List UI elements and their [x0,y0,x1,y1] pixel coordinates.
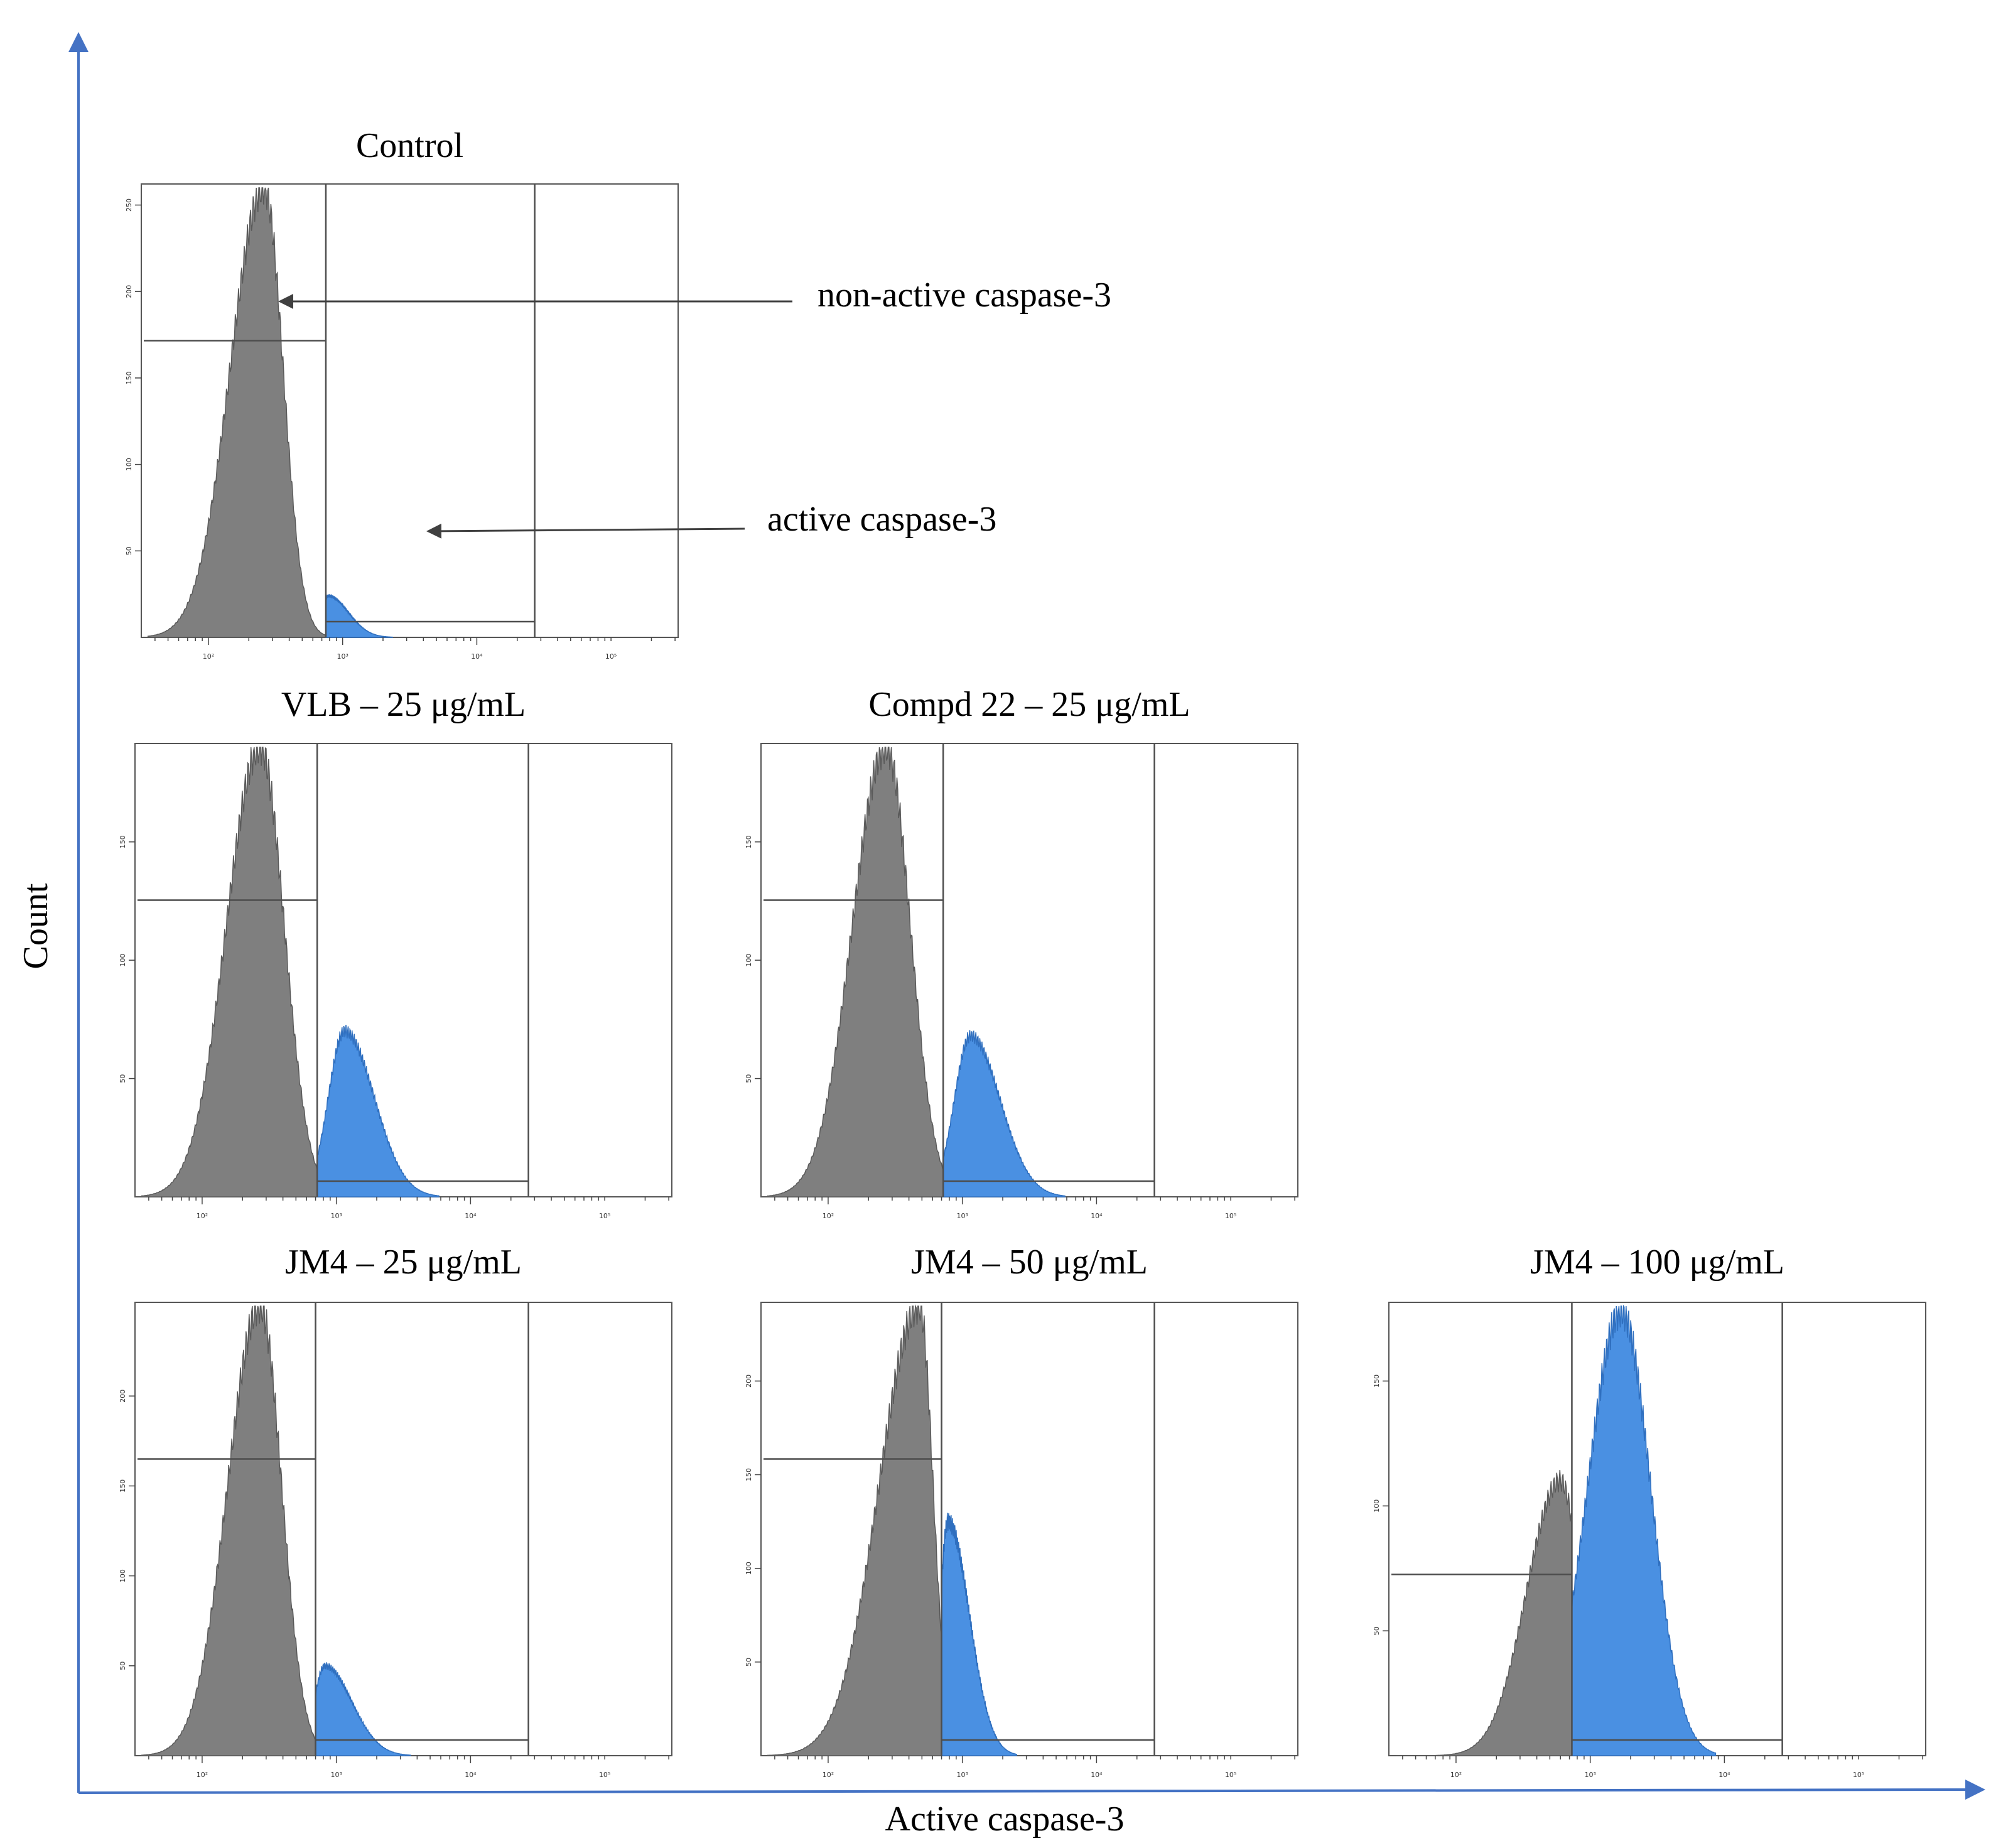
panel-group: Control 10² 10³ 10⁴ 10⁵ 50 100 150 200 250 VLB – 2… [119,126,1926,1779]
y-tick-label: 100 [745,954,753,967]
x-tick-label: 10³ [956,1771,968,1779]
y-tick-label: 200 [745,1375,753,1388]
histogram-panel: JM4 – 25 μg/mL 10² 10³ 10⁴ 10⁵ 50 100 150 200 [119,1243,672,1779]
nonactive-histogram [141,747,318,1197]
x-axis-arrow [78,1780,1985,1800]
x-tick-label: 10⁴ [465,1212,477,1220]
y-tick-label: 50 [119,1662,127,1670]
y-tick-label: 50 [745,1074,753,1083]
annotation-nonactive: non-active caspase-3 [818,276,1111,315]
x-tick-label: 10⁵ [1225,1212,1236,1220]
x-tick-label: 10³ [956,1212,968,1220]
x-tick-label: 10⁴ [465,1771,477,1779]
y-tick-label: 200 [119,1390,127,1403]
active-histogram [1571,1304,1717,1756]
panel-title: VLB – 25 μg/mL [281,685,526,724]
active-histogram [941,1512,1017,1756]
x-tick-label: 10⁵ [605,652,617,661]
y-tick-label: 50 [125,546,133,555]
x-tick-label: 10³ [330,1771,342,1779]
active-histogram [325,593,393,638]
x-tick-label: 10³ [337,652,348,661]
nonactive-histogram [767,747,944,1197]
y-tick-label: 100 [119,1569,127,1582]
panel-title: Compd 22 – 25 μg/mL [868,685,1190,724]
y-tick-label: 150 [745,1468,753,1481]
y-tick-label: 100 [125,458,133,471]
x-axis-label: Active caspase-3 [885,1800,1125,1839]
x-tick-label: 10² [823,1771,834,1779]
nonactive-histogram [147,187,327,638]
nonactive-histogram [1395,1470,1573,1756]
x-tick-label: 10² [203,652,214,661]
active-histogram [315,1662,411,1756]
y-tick-label: 200 [125,285,133,298]
annotation-arrow-active [426,523,745,539]
y-tick-label: 100 [745,1562,753,1575]
x-tick-label: 10⁴ [1091,1212,1103,1220]
histogram-panel: JM4 – 50 μg/mL 10² 10³ 10⁴ 10⁵ 50 100 150 200 [745,1243,1298,1779]
x-tick-label: 10⁴ [1091,1771,1103,1779]
x-tick-label: 10³ [330,1212,342,1220]
histogram-panel: VLB – 25 μg/mL 10² 10³ 10⁴ 10⁵ 50 100 150 [119,685,672,1220]
x-tick-label: 10³ [1584,1771,1595,1779]
nonactive-histogram [141,1305,316,1756]
y-tick-label: 150 [119,835,127,848]
x-tick-label: 10⁵ [599,1212,610,1220]
x-tick-label: 10² [823,1212,834,1220]
x-tick-label: 10² [1450,1771,1462,1779]
annotation-active: active caspase-3 [767,500,996,539]
y-tick-label: 100 [119,954,127,967]
nonactive-histogram [767,1304,942,1756]
panel-title: JM4 – 50 μg/mL [911,1243,1148,1282]
histogram-panel: Control 10² 10³ 10⁴ 10⁵ 50 100 150 200 250 [125,126,679,661]
y-tick-label: 150 [125,371,133,384]
x-tick-label: 10⁴ [471,652,483,661]
y-tick-label: 150 [745,835,753,848]
x-tick-label: 10⁴ [1719,1771,1730,1779]
y-tick-label: 250 [125,198,133,212]
active-histogram [942,1030,1066,1197]
x-tick-label: 10² [197,1771,208,1779]
y-tick-label: 150 [119,1479,127,1493]
y-tick-label: 50 [1373,1626,1381,1635]
active-histogram [316,1025,440,1197]
x-tick-label: 10² [197,1212,208,1220]
y-tick-label: 50 [119,1074,127,1083]
histogram-panel: Compd 22 – 25 μg/mL 10² 10³ 10⁴ 10⁵ 50 100 150 [745,685,1298,1220]
y-axis-label: Count [16,883,55,969]
x-tick-label: 10⁵ [1853,1771,1864,1779]
y-tick-label: 100 [1373,1499,1381,1513]
panel-title: JM4 – 25 μg/mL [285,1243,522,1282]
y-tick-label: 50 [745,1658,753,1667]
x-tick-label: 10⁵ [599,1771,610,1779]
x-tick-label: 10⁵ [1225,1771,1236,1779]
histogram-panel: JM4 – 100 μg/mL 10² 10³ 10⁴ 10⁵ 50 100 150 [1373,1243,1926,1779]
panel-title: JM4 – 100 μg/mL [1530,1243,1784,1282]
y-tick-label: 150 [1373,1375,1381,1388]
panel-title: Control [356,126,463,165]
